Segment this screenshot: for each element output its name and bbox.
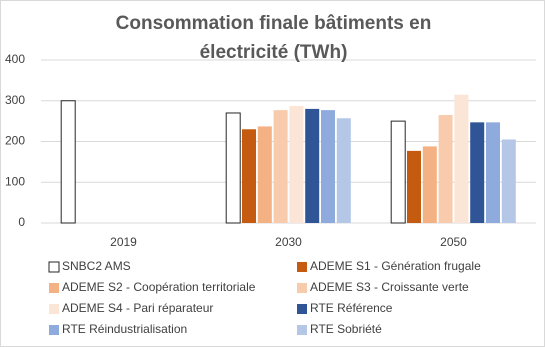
x-tick-label: 2019 xyxy=(110,235,137,249)
bar xyxy=(273,110,288,223)
y-tick-label: 300 xyxy=(5,93,25,107)
legend-label: RTE Réindustrialisation xyxy=(62,322,187,336)
y-tick-label: 100 xyxy=(5,174,25,188)
legend-swatch xyxy=(49,283,59,293)
bar xyxy=(390,120,406,224)
bar xyxy=(242,129,256,223)
legend-swatch xyxy=(49,304,59,314)
legend-swatch xyxy=(48,261,60,273)
legend-swatch xyxy=(297,283,307,293)
bar xyxy=(454,94,469,223)
bar xyxy=(438,115,453,223)
bar xyxy=(257,126,272,223)
bar xyxy=(501,139,516,223)
legend-label: ADEME S4 - Pari réparateur xyxy=(62,301,213,315)
legend-label: RTE Sobriété xyxy=(310,322,382,336)
bar xyxy=(60,100,76,224)
x-tick-label: 2050 xyxy=(440,235,467,249)
legend-label: ADEME S2 - Coopération territoriale xyxy=(62,280,256,294)
chart-title: Consommation finale bâtiments en électri… xyxy=(115,13,432,63)
x-tick-label: 2030 xyxy=(275,235,302,249)
bar xyxy=(336,118,351,223)
bar xyxy=(422,146,437,223)
legend-label: ADEME S3 - Croissante verte xyxy=(310,280,469,294)
legend-swatch xyxy=(297,262,307,272)
bar xyxy=(470,122,485,223)
bar xyxy=(486,122,500,223)
y-tick-label: 200 xyxy=(5,134,25,148)
bar xyxy=(305,108,320,223)
bar xyxy=(225,112,241,224)
y-tick-label: 0 xyxy=(18,215,25,229)
bar xyxy=(321,110,335,223)
y-tick-label: 400 xyxy=(5,52,25,66)
bar xyxy=(289,106,304,223)
legend-swatch xyxy=(297,304,307,314)
legend-label: SNBC2 AMS xyxy=(62,259,131,273)
legend-swatch xyxy=(49,325,59,335)
legend-label: RTE Référence xyxy=(310,301,393,315)
legend-swatch xyxy=(297,325,307,335)
bar xyxy=(407,150,421,223)
legend-label: ADEME S1 - Génération frugale xyxy=(310,259,481,273)
